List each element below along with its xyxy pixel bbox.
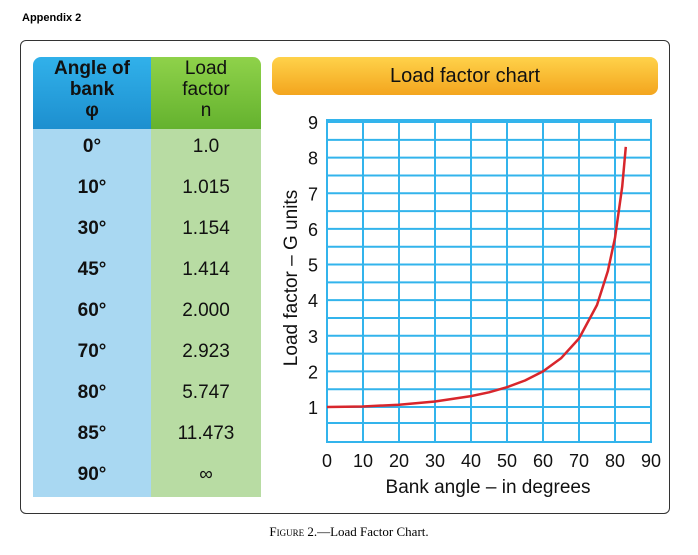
x-tick-label: 40 bbox=[461, 451, 481, 471]
x-tick-label: 90 bbox=[641, 451, 661, 471]
table-row-load: 1.015 bbox=[182, 177, 230, 198]
y-tick-label: 7 bbox=[308, 184, 318, 204]
x-tick-label: 50 bbox=[497, 451, 517, 471]
y-axis-label: Load factor – G units bbox=[281, 190, 302, 366]
table-row-angle: 30° bbox=[77, 218, 107, 239]
y-tick-label: 5 bbox=[308, 256, 318, 276]
plot-area bbox=[326, 119, 652, 443]
angle-header-line-1: Angle of bbox=[54, 58, 130, 79]
table-row-angle: 70° bbox=[77, 341, 107, 362]
table-row-angle: 85° bbox=[77, 423, 107, 444]
y-tick-label: 8 bbox=[308, 149, 318, 169]
table-row-angle: 45° bbox=[77, 259, 107, 280]
table-row-load: 2.923 bbox=[182, 341, 230, 362]
load-header-line-2: factor bbox=[182, 79, 230, 100]
angle-header-symbol: φ bbox=[85, 100, 99, 121]
figure-number: Figure 2. bbox=[269, 524, 318, 539]
table-row-angle: 10° bbox=[77, 177, 107, 198]
table-row-angle: 80° bbox=[77, 382, 107, 403]
angle-column bbox=[33, 129, 151, 497]
y-tick-label: 3 bbox=[308, 327, 318, 347]
figure-caption-text: —Load Factor Chart. bbox=[317, 524, 429, 539]
load-header: Load factor n bbox=[151, 57, 261, 129]
table-row-load: 1.0 bbox=[192, 136, 220, 157]
table-row-load: 5.747 bbox=[182, 382, 230, 403]
table-row-load: 1.414 bbox=[182, 259, 230, 280]
x-axis-label: Bank angle – in degrees bbox=[386, 477, 591, 498]
x-tick-label: 20 bbox=[389, 451, 409, 471]
y-tick-label: 9 bbox=[308, 113, 318, 133]
figure-caption: Figure 2.—Load Factor Chart. bbox=[0, 524, 698, 540]
x-tick-label: 30 bbox=[425, 451, 445, 471]
y-tick-label: 2 bbox=[308, 362, 318, 382]
x-tick-label: 80 bbox=[605, 451, 625, 471]
angle-header-line-2: bank bbox=[69, 79, 115, 100]
table-row-angle: 0° bbox=[82, 136, 102, 157]
load-factor-table: Angle of bank φ Load factor n 0° 1.0 10°… bbox=[33, 57, 261, 497]
load-header-line-1: Load bbox=[184, 58, 228, 79]
load-column bbox=[151, 129, 261, 497]
x-tick-label: 70 bbox=[569, 451, 589, 471]
table-row-angle: 60° bbox=[77, 300, 107, 321]
table-row-load: 11.473 bbox=[177, 423, 235, 444]
table-row-angle: 90° bbox=[77, 464, 107, 485]
x-tick-label: 10 bbox=[353, 451, 373, 471]
table-row-load: 1.154 bbox=[182, 218, 230, 239]
y-tick-label: 1 bbox=[308, 398, 318, 418]
table-row-load: 2.000 bbox=[182, 300, 230, 321]
chart-title: Load factor chart bbox=[272, 57, 658, 95]
y-tick-label: 4 bbox=[308, 291, 318, 311]
appendix-label: Appendix 2 bbox=[22, 12, 82, 24]
load-header-symbol: n bbox=[200, 100, 212, 121]
load-factor-curve bbox=[326, 146, 628, 409]
x-tick-label: 60 bbox=[533, 451, 553, 471]
table-row-load: ∞ bbox=[199, 464, 213, 485]
y-tick-label: 6 bbox=[308, 220, 318, 240]
angle-header: Angle of bank φ bbox=[33, 57, 151, 129]
x-tick-label: 0 bbox=[322, 451, 332, 471]
